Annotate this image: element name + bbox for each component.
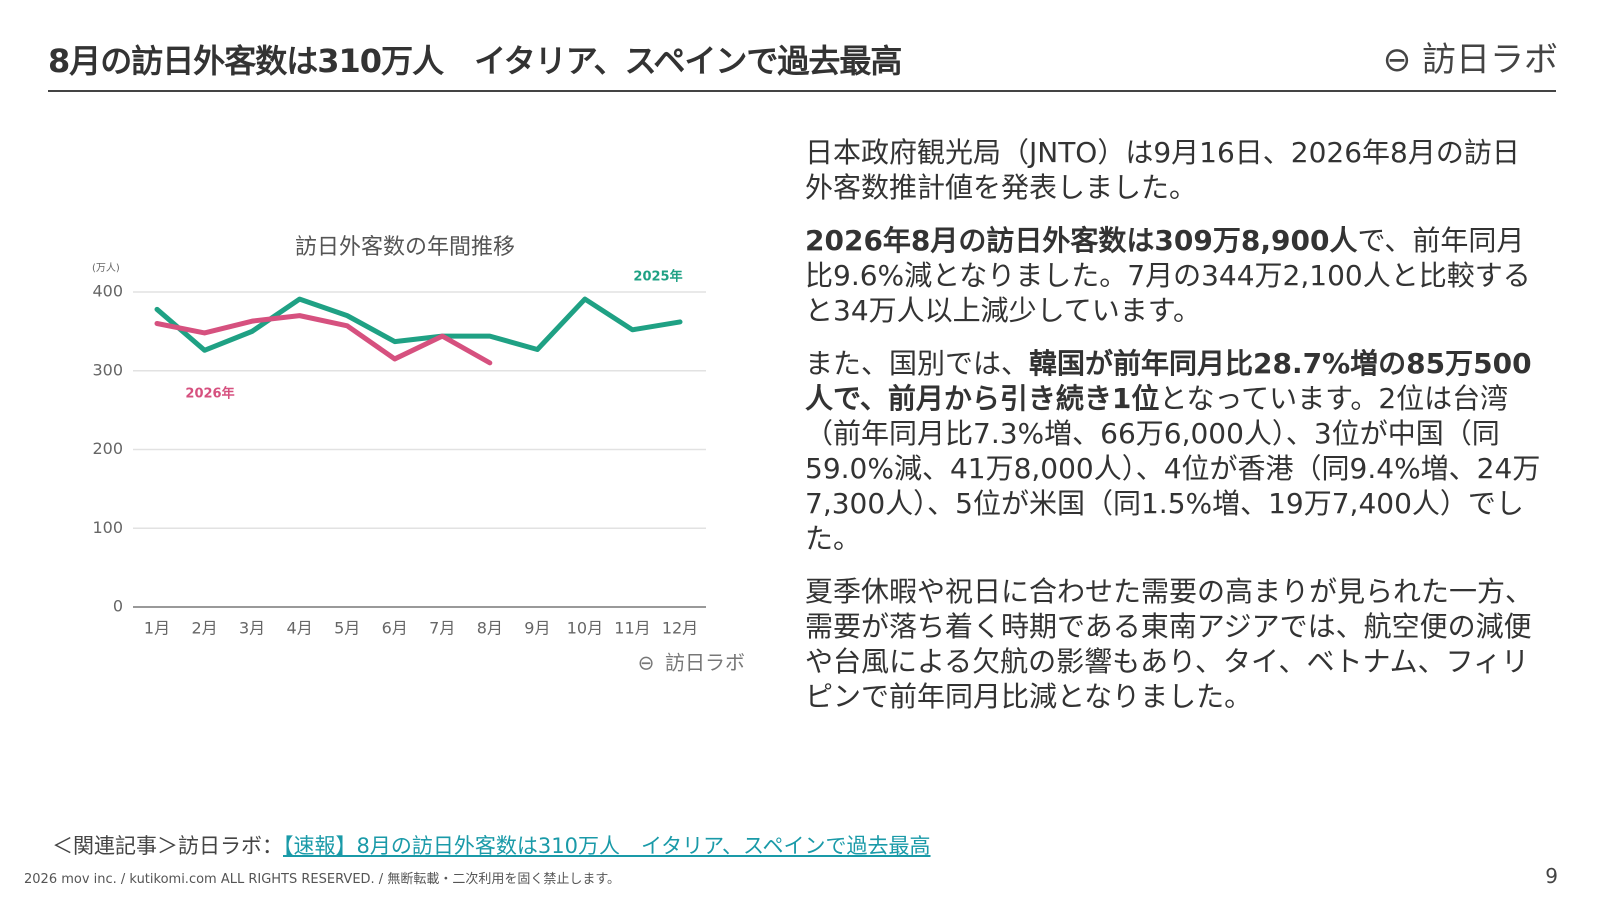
related-prefix: ＜関連記事＞訪日ラボ： (52, 834, 283, 858)
x-tick-label: 7月 (429, 619, 455, 638)
article-body: 日本政府観光局（JNTO）は9月16日、2026年8月の訪日外客数推計値を発表し… (805, 135, 1545, 732)
bold-text: 2026年8月の訪日外客数は309万8,900人 (805, 224, 1358, 257)
y-tick-label: 0 (113, 597, 123, 616)
watermark: 訪日ラボ (665, 651, 745, 675)
x-tick-label: 6月 (382, 619, 408, 638)
paragraph: 日本政府観光局（JNTO）は9月16日、2026年8月の訪日外客数推計値を発表し… (805, 135, 1545, 205)
watermark-icon: ⊖ (638, 651, 655, 675)
series-label: 2025年 (633, 269, 682, 285)
logo-text: 訪日ラボ (1422, 40, 1558, 80)
text: 日本政府観光局（JNTO）は9月16日、2026年8月の訪日外客数推計値を発表し… (805, 136, 1520, 204)
y-tick-label: 100 (92, 518, 123, 537)
x-tick-label: 11月 (614, 619, 650, 638)
y-tick-label: 300 (92, 360, 123, 379)
x-tick-label: 2月 (191, 619, 217, 638)
x-tick-label: 10月 (567, 619, 603, 638)
slide-title: 8月の訪日外客数は310万人 イタリア、スペインで過去最高 (48, 42, 902, 80)
x-tick-label: 1月 (144, 619, 170, 638)
series-line (154, 313, 493, 366)
related-article: ＜関連記事＞訪日ラボ：【速報】8月の訪日外客数は310万人 イタリア、スペインで… (52, 830, 931, 860)
copyright: 2026 mov inc. / kutikomi.com ALL RIGHTS … (24, 872, 621, 887)
x-tick-label: 12月 (662, 619, 698, 638)
y-unit: (万人) (92, 262, 120, 274)
x-tick-label: 5月 (334, 619, 360, 638)
series-line (154, 296, 683, 353)
x-tick-label: 3月 (239, 619, 265, 638)
text: また、国別では、 (805, 347, 1030, 380)
paragraph: 夏季休暇や祝日に合わせた需要の高まりが見られた一方、需要が落ち着く時期である東南… (805, 574, 1545, 714)
x-tick-label: 8月 (477, 619, 503, 638)
y-tick-label: 400 (92, 282, 123, 301)
text: 夏季休暇や祝日に合わせた需要の高まりが見られた一方、需要が落ち着く時期である東南… (805, 575, 1534, 713)
title-rule (48, 90, 1556, 92)
text: となっています。2位は台湾（前年同月比7.3%増、66万6,000人）、3位が中… (805, 382, 1541, 555)
logo: ⊖ 訪日ラボ (1382, 40, 1558, 80)
related-link[interactable]: 【速報】8月の訪日外客数は310万人 イタリア、スペインで過去最高 (283, 834, 931, 858)
page-number: 9 (1545, 864, 1558, 888)
series-label: 2026年 (185, 386, 234, 402)
y-tick-label: 200 (92, 439, 123, 458)
text: で、前年同月比9.6%減となりました。7月の344万2,100人と比較すると34… (805, 224, 1531, 327)
paragraph: 2026年8月の訪日外客数は309万8,900人で、前年同月比9.6%減となりま… (805, 223, 1545, 328)
x-tick-label: 9月 (524, 619, 550, 638)
x-tick-label: 4月 (287, 619, 313, 638)
chart-title: 訪日外客数の年間推移 (295, 235, 515, 260)
paragraph: また、国別では、韓国が前年同月比28.7%増の85万500人で、前月から引き続き… (805, 346, 1545, 556)
chart: 訪日外客数の年間推移 (万人) 0 100 200 300 400 1月 2月 3月 4月 5月 6月 7… (92, 235, 745, 675)
bold-text: 韓国が前年同月比28.7%増の85万500人で、前月から引き続き1位 (805, 347, 1532, 415)
